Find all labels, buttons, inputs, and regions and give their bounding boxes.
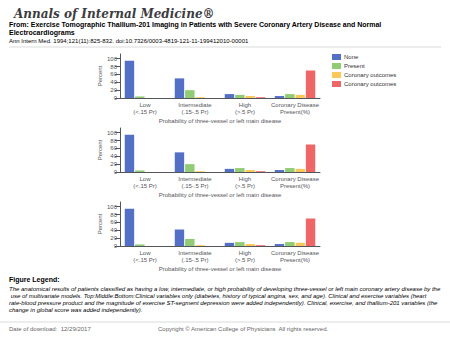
svg-text:Coronary Disease: Coronary Disease (271, 250, 320, 256)
svg-text:Coronary Disease: Coronary Disease (271, 176, 320, 182)
svg-text:Present(%): Present(%) (280, 257, 310, 263)
svg-text:High: High (239, 250, 251, 256)
svg-text:Low: Low (139, 250, 151, 256)
svg-text:Ann Intern Med. 1994;121(11):8: Ann Intern Med. 1994;121(11):825-832. do… (9, 38, 249, 44)
svg-text:Annals of Internal Medicine®: Annals of Internal Medicine® (13, 7, 215, 21)
svg-text:Probability of three-vessel or: Probability of three-vessel or left main… (159, 192, 282, 198)
svg-text:use of multivariate models. To: use of multivariate models. Top:Middle:B… (9, 293, 428, 299)
svg-text:Electrocardiograms: Electrocardiograms (9, 29, 75, 37)
svg-text:(.15-.5 Pr): (.15-.5 Pr) (181, 183, 208, 189)
svg-text:Probability of three-vessel or: Probability of three-vessel or left main… (159, 118, 282, 124)
svg-text:40: 40 (110, 153, 117, 159)
svg-text:80: 80 (110, 212, 117, 218)
svg-text:60: 60 (110, 145, 117, 151)
svg-text:Coronary outcomes: Coronary outcomes (344, 72, 396, 78)
svg-text:Date of download: 12/29/2017: Date of download: 12/29/2017 (9, 326, 91, 332)
svg-text:0: 0 (114, 169, 118, 175)
svg-text:100: 100 (107, 130, 118, 136)
svg-text:Percent: Percent (97, 213, 103, 234)
svg-text:100: 100 (107, 56, 118, 62)
svg-text:Coronary Disease: Coronary Disease (271, 102, 320, 108)
svg-text:The anatomical results of pati: The anatomical results of patients class… (9, 286, 441, 292)
svg-text:High: High (239, 176, 251, 182)
svg-text:rate-blood pressure product an: rate-blood pressure product and the magn… (9, 300, 439, 306)
svg-text:0: 0 (114, 95, 118, 101)
svg-text:Low: Low (139, 102, 151, 108)
svg-text:80: 80 (110, 64, 117, 70)
svg-text:None: None (344, 54, 359, 60)
svg-text:Intermediate: Intermediate (178, 250, 212, 256)
svg-text:40: 40 (110, 79, 117, 85)
svg-text:0: 0 (114, 243, 118, 249)
svg-text:Figure Legend:: Figure Legend: (9, 276, 60, 284)
svg-text:80: 80 (110, 138, 117, 144)
svg-text:20: 20 (110, 161, 117, 167)
svg-text:(.15-.5 Pr): (.15-.5 Pr) (181, 257, 208, 263)
svg-text:(.15-.5 Pr): (.15-.5 Pr) (181, 109, 208, 115)
svg-text:Percent: Percent (97, 65, 103, 86)
svg-text:From: Exercise Tomographic Tha: From: Exercise Tomographic Thallium-201 … (9, 21, 383, 29)
svg-text:Probability of three-vessel or: Probability of three-vessel or left main… (159, 266, 282, 272)
svg-text:Coronary outcomes: Coronary outcomes (344, 81, 396, 87)
svg-text:Percent: Percent (97, 139, 103, 160)
svg-text:20: 20 (110, 87, 117, 93)
svg-text:Present: Present (344, 63, 365, 69)
svg-text:(<.15 Pr): (<.15 Pr) (133, 257, 157, 263)
svg-text:Intermediate: Intermediate (178, 176, 212, 182)
svg-text:High: High (239, 102, 251, 108)
svg-text:20: 20 (110, 235, 117, 241)
svg-text:Low: Low (139, 176, 151, 182)
svg-text:60: 60 (110, 219, 117, 225)
svg-text:100: 100 (107, 204, 118, 210)
svg-text:Present(%): Present(%) (280, 109, 310, 115)
svg-text:(>.5 Pr): (>.5 Pr) (235, 183, 255, 189)
svg-text:(<.15 Pr): (<.15 Pr) (133, 109, 157, 115)
svg-text:Intermediate: Intermediate (178, 102, 212, 108)
svg-text:Copyright © American College o: Copyright © American College of Physicia… (158, 326, 328, 332)
svg-text:(>.5 Pr): (>.5 Pr) (235, 109, 255, 115)
svg-text:40: 40 (110, 227, 117, 233)
svg-text:(>.5 Pr): (>.5 Pr) (235, 257, 255, 263)
svg-text:(<.15 Pr): (<.15 Pr) (133, 183, 157, 189)
svg-text:change in global score was add: change in global score was added indepen… (9, 307, 142, 313)
svg-text:Present(%): Present(%) (280, 183, 310, 189)
svg-text:60: 60 (110, 71, 117, 77)
